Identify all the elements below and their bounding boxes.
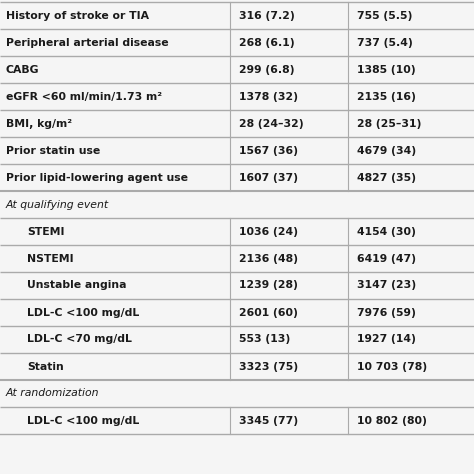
Text: 316 (7.2): 316 (7.2) xyxy=(238,10,294,20)
Text: STEMI: STEMI xyxy=(27,227,64,237)
Text: 7976 (59): 7976 (59) xyxy=(357,308,416,318)
Text: 299 (6.8): 299 (6.8) xyxy=(238,64,294,74)
Text: 1385 (10): 1385 (10) xyxy=(357,64,416,74)
Text: 553 (13): 553 (13) xyxy=(238,335,290,345)
Text: NSTEMI: NSTEMI xyxy=(27,254,73,264)
Text: 268 (6.1): 268 (6.1) xyxy=(238,37,294,47)
Text: CABG: CABG xyxy=(6,64,39,74)
Text: Peripheral arterial disease: Peripheral arterial disease xyxy=(6,37,168,47)
Text: 1607 (37): 1607 (37) xyxy=(238,173,298,182)
Text: Prior statin use: Prior statin use xyxy=(6,146,100,155)
Text: 4679 (34): 4679 (34) xyxy=(357,146,416,155)
Text: 1036 (24): 1036 (24) xyxy=(238,227,298,237)
Text: 10 802 (80): 10 802 (80) xyxy=(357,416,427,426)
Text: 4154 (30): 4154 (30) xyxy=(357,227,416,237)
Text: 1567 (36): 1567 (36) xyxy=(238,146,298,155)
Text: LDL-C <70 mg/dL: LDL-C <70 mg/dL xyxy=(27,335,132,345)
Text: Statin: Statin xyxy=(27,362,64,372)
Text: Prior lipid-lowering agent use: Prior lipid-lowering agent use xyxy=(6,173,188,182)
Text: 2601 (60): 2601 (60) xyxy=(238,308,298,318)
Text: At randomization: At randomization xyxy=(6,389,99,399)
Text: 737 (5.4): 737 (5.4) xyxy=(357,37,413,47)
Text: History of stroke or TIA: History of stroke or TIA xyxy=(6,10,149,20)
Text: 2135 (16): 2135 (16) xyxy=(357,91,416,101)
Text: 3147 (23): 3147 (23) xyxy=(357,281,416,291)
Text: 28 (24–32): 28 (24–32) xyxy=(238,118,303,128)
Text: 10 703 (78): 10 703 (78) xyxy=(357,362,427,372)
Text: BMI, kg/m²: BMI, kg/m² xyxy=(6,118,72,128)
Text: 2136 (48): 2136 (48) xyxy=(238,254,298,264)
Text: 1378 (32): 1378 (32) xyxy=(238,91,298,101)
Text: 3345 (77): 3345 (77) xyxy=(238,416,298,426)
Text: LDL-C <100 mg/dL: LDL-C <100 mg/dL xyxy=(27,308,139,318)
Text: 1239 (28): 1239 (28) xyxy=(238,281,298,291)
Text: eGFR <60 ml/min/1.73 m²: eGFR <60 ml/min/1.73 m² xyxy=(6,91,162,101)
Text: 4827 (35): 4827 (35) xyxy=(357,173,416,182)
Text: 6419 (47): 6419 (47) xyxy=(357,254,416,264)
Text: 755 (5.5): 755 (5.5) xyxy=(357,10,412,20)
Text: At qualifying event: At qualifying event xyxy=(6,200,109,210)
Text: LDL-C <100 mg/dL: LDL-C <100 mg/dL xyxy=(27,416,139,426)
Text: 28 (25–31): 28 (25–31) xyxy=(357,118,421,128)
Text: Unstable angina: Unstable angina xyxy=(27,281,127,291)
Text: 3323 (75): 3323 (75) xyxy=(238,362,298,372)
Text: 1927 (14): 1927 (14) xyxy=(357,335,416,345)
